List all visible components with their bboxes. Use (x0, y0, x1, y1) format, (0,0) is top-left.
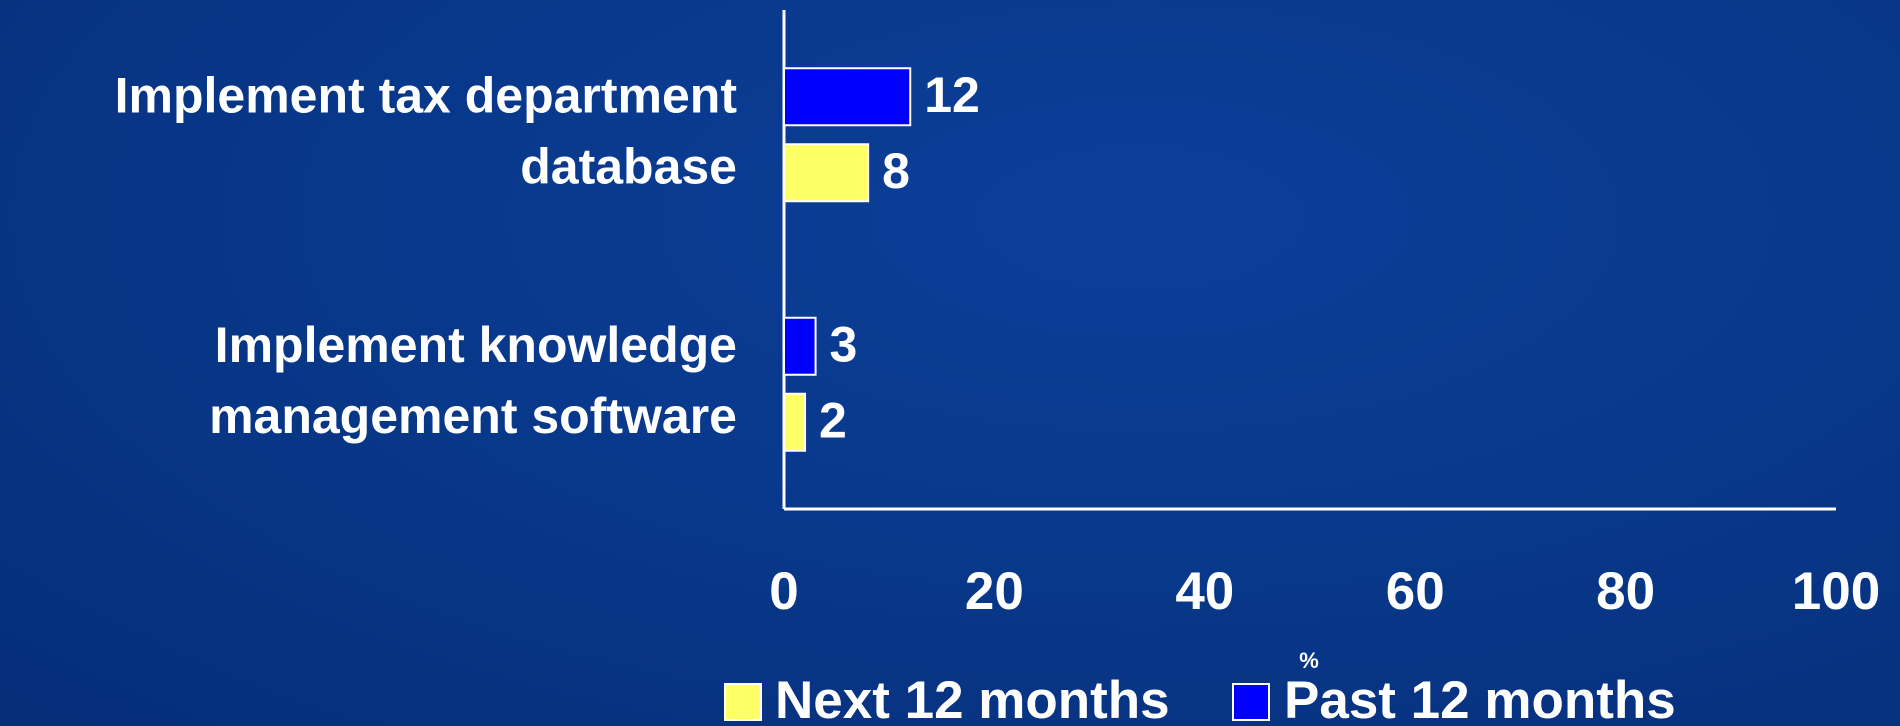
data-label: 3 (830, 316, 858, 372)
x-tick-label: 100 (1792, 562, 1880, 621)
legend-label: Past 12 months (1284, 671, 1676, 726)
bar (783, 316, 817, 376)
x-tick-label: 40 (1175, 562, 1234, 621)
x-tick-label: 80 (1596, 562, 1655, 621)
data-label: 8 (882, 143, 910, 199)
legend-label: Next 12 months (775, 671, 1170, 726)
category-label: Implement knowledge management software (209, 317, 737, 444)
legend-swatch (724, 683, 762, 721)
category-label: Implement tax department database (115, 67, 738, 194)
data-label: 12 (924, 67, 980, 123)
x-tick-label: 0 (769, 562, 798, 621)
x-tick-label: 20 (965, 562, 1024, 621)
bar (783, 143, 870, 203)
legend-swatch (1232, 683, 1270, 721)
data-label: 2 (819, 392, 847, 448)
bar (783, 67, 912, 127)
x-axis-label: % (1299, 648, 1319, 673)
bar (783, 392, 807, 452)
x-tick-label: 60 (1386, 562, 1445, 621)
